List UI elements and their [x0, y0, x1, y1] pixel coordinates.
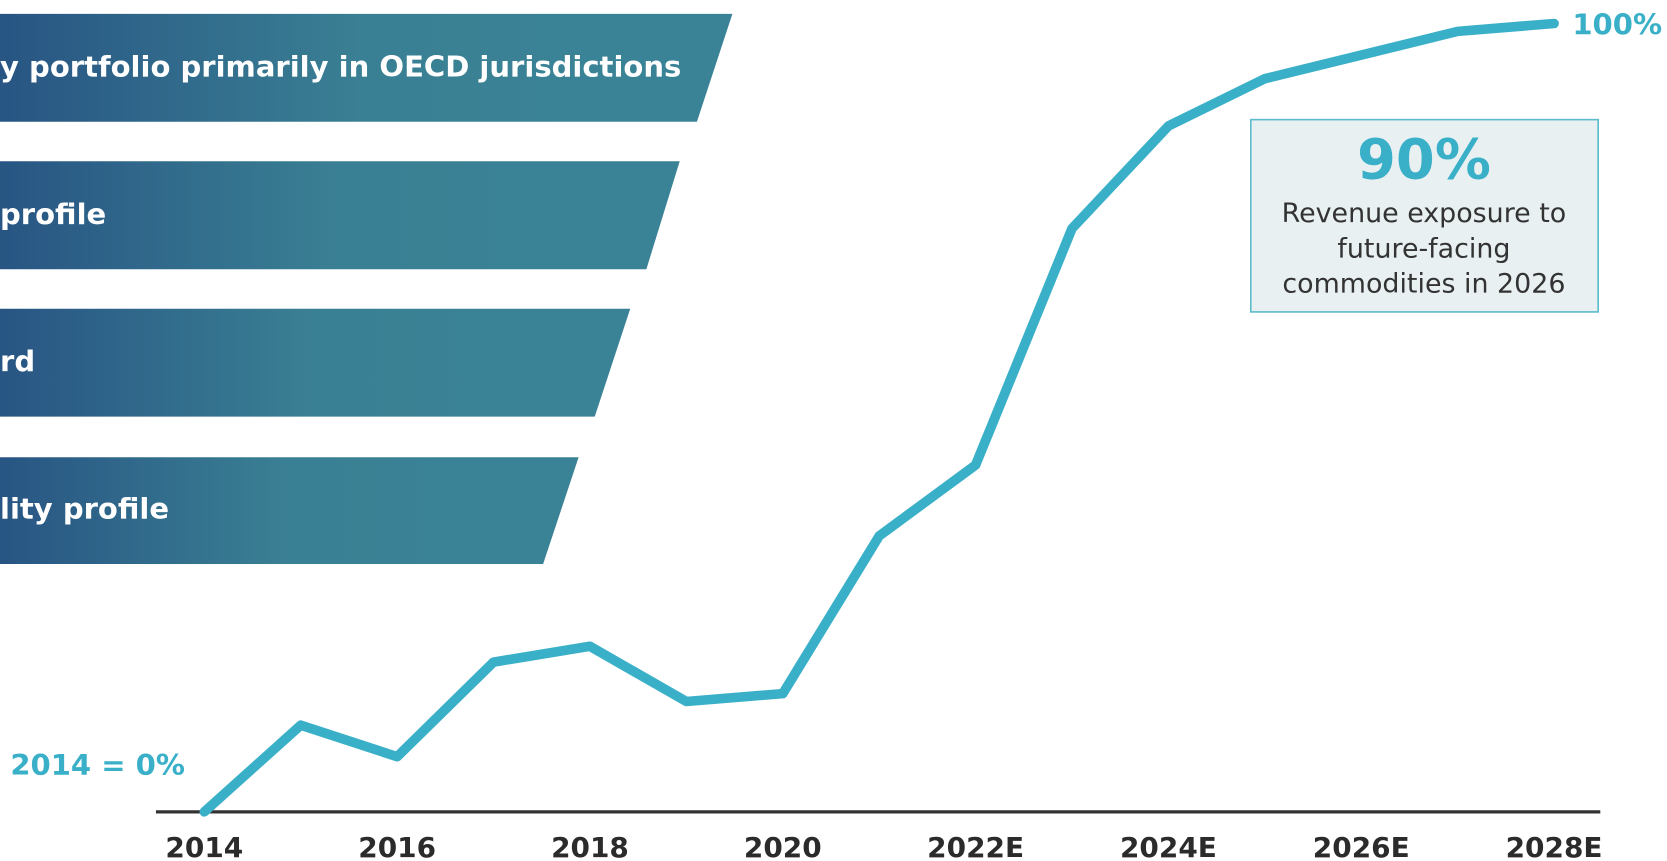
banner-text: lity profile — [0, 492, 169, 526]
banner — [0, 13, 733, 122]
banner-text: profile — [0, 197, 106, 231]
callout-text: Revenue exposure to — [1282, 198, 1567, 229]
callout-box — [1249, 118, 1599, 313]
callout-text: future-facing — [1337, 234, 1510, 265]
callout-value: 90% — [1357, 128, 1491, 193]
x-tick-label: 2020 — [744, 831, 822, 861]
x-tick-label: 2022E — [927, 831, 1024, 861]
data-line — [199, 18, 1559, 817]
x-tick-label: 2018 — [551, 831, 629, 861]
banner — [0, 161, 680, 270]
x-tick-label: 2028E — [1506, 831, 1603, 861]
x-tick-label: 2014 — [165, 831, 243, 861]
banner — [0, 308, 631, 417]
end-label: 100% — [1572, 8, 1662, 42]
x-tick-label: 2024E — [1120, 831, 1217, 861]
banner-text: y portfolio primarily in OECD jurisdicti… — [0, 49, 681, 83]
banner — [0, 457, 579, 565]
callout-text: commodities in 2026 — [1282, 269, 1565, 300]
x-tick-label: 2026E — [1313, 831, 1410, 861]
x-tick-label: 2016 — [358, 831, 436, 861]
banner-text: rd — [0, 344, 35, 378]
start-label: 2014 = 0% — [10, 748, 185, 782]
